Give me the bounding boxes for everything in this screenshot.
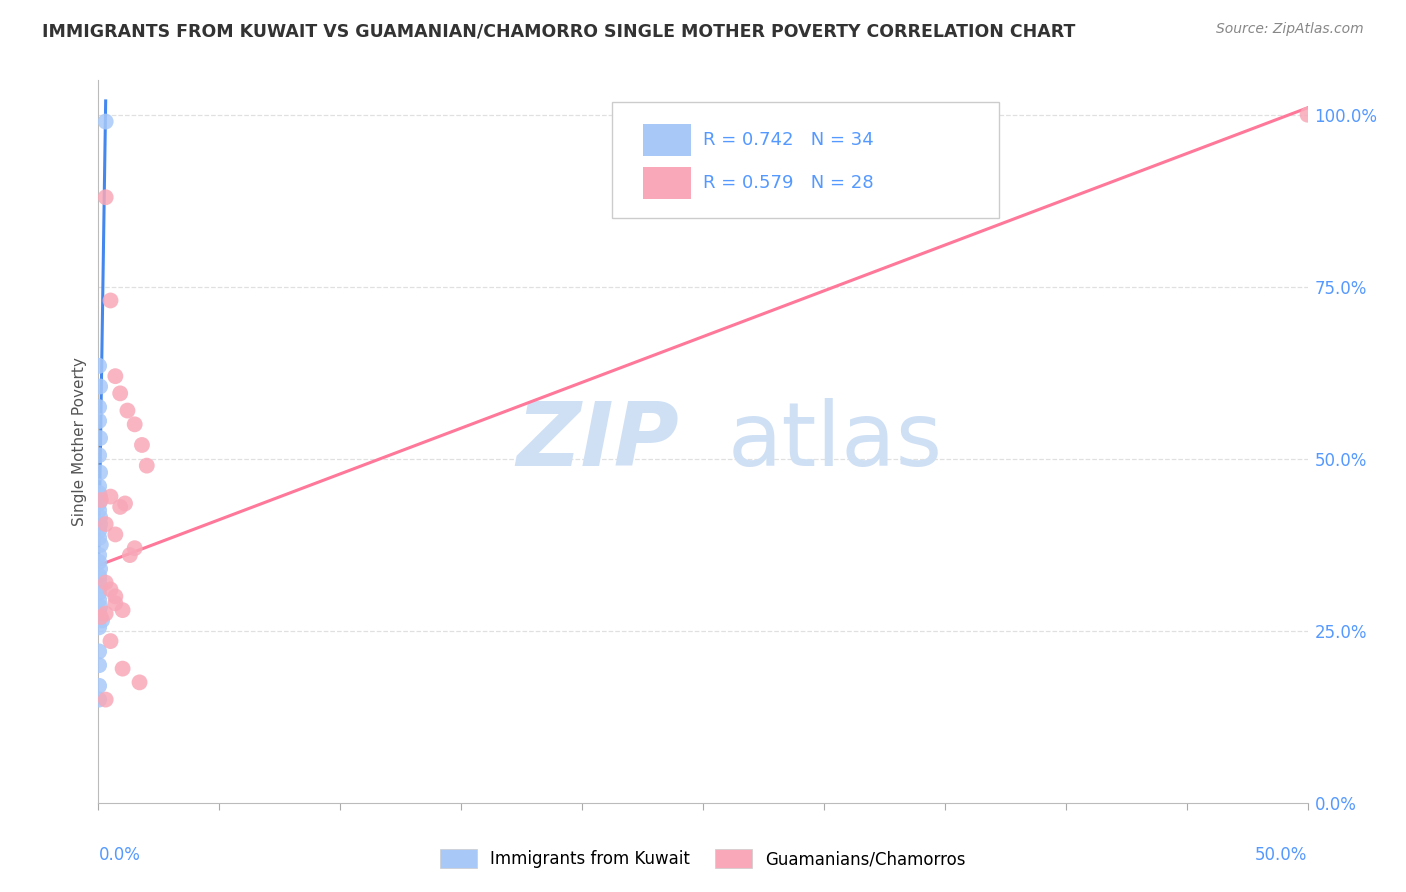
Point	[89, 572, 111, 586]
Point	[89, 479, 111, 493]
Point	[104, 369, 127, 384]
Text: atlas: atlas	[727, 398, 942, 485]
Point	[114, 496, 136, 510]
Point	[89, 599, 111, 614]
Point	[89, 466, 111, 480]
Point	[89, 503, 111, 517]
Point	[94, 114, 117, 128]
Legend: Immigrants from Kuwait, Guamanians/Chamorros: Immigrants from Kuwait, Guamanians/Chamo…	[433, 843, 973, 875]
Bar	[643, 167, 690, 200]
Point	[124, 541, 146, 556]
Point	[89, 562, 111, 576]
Point	[89, 448, 111, 462]
Point	[131, 438, 153, 452]
Point	[89, 486, 111, 500]
Point	[90, 493, 112, 508]
Point	[89, 592, 111, 607]
Point	[128, 675, 150, 690]
Point	[94, 190, 117, 204]
Text: 0.0%: 0.0%	[98, 847, 141, 864]
Text: R = 0.579   N = 28: R = 0.579 N = 28	[703, 174, 873, 192]
Point	[89, 555, 111, 569]
Point	[108, 386, 131, 401]
Point	[89, 490, 111, 504]
Point	[89, 568, 111, 582]
Point	[89, 496, 111, 510]
Text: Source: ZipAtlas.com: Source: ZipAtlas.com	[1216, 22, 1364, 37]
Point	[89, 692, 111, 706]
Point	[124, 417, 146, 432]
Text: ZIP: ZIP	[516, 398, 679, 485]
Point	[89, 531, 111, 545]
Point	[89, 658, 111, 673]
Point	[108, 500, 131, 514]
Point	[89, 400, 111, 414]
Point	[89, 431, 111, 445]
Point	[89, 586, 111, 600]
Point	[91, 614, 114, 628]
Point	[90, 610, 112, 624]
Point	[100, 490, 122, 504]
Bar	[643, 124, 690, 156]
Point	[94, 575, 117, 590]
Point	[89, 524, 111, 538]
Point	[89, 679, 111, 693]
Point	[104, 527, 127, 541]
Point	[94, 607, 117, 621]
Point	[89, 517, 111, 532]
Point	[111, 662, 134, 676]
Point	[89, 579, 111, 593]
Point	[89, 620, 111, 634]
Point	[118, 548, 141, 562]
Point	[117, 403, 139, 417]
Point	[89, 644, 111, 658]
Point	[94, 517, 117, 532]
Y-axis label: Single Mother Poverty: Single Mother Poverty	[72, 357, 87, 526]
Point	[100, 634, 122, 648]
Point	[89, 359, 111, 373]
Point	[100, 582, 122, 597]
Point	[100, 293, 122, 308]
FancyBboxPatch shape	[613, 102, 1000, 218]
Point	[89, 548, 111, 562]
Text: IMMIGRANTS FROM KUWAIT VS GUAMANIAN/CHAMORRO SINGLE MOTHER POVERTY CORRELATION C: IMMIGRANTS FROM KUWAIT VS GUAMANIAN/CHAM…	[42, 22, 1076, 40]
Point	[89, 607, 111, 621]
Point	[1296, 108, 1319, 122]
Text: 50.0%: 50.0%	[1256, 847, 1308, 864]
Text: R = 0.742   N = 34: R = 0.742 N = 34	[703, 130, 873, 149]
Point	[89, 510, 111, 524]
Point	[94, 692, 117, 706]
Point	[111, 603, 134, 617]
Point	[135, 458, 157, 473]
Point	[89, 379, 111, 393]
Point	[90, 538, 112, 552]
Point	[89, 414, 111, 428]
Point	[104, 590, 127, 604]
Point	[104, 596, 127, 610]
